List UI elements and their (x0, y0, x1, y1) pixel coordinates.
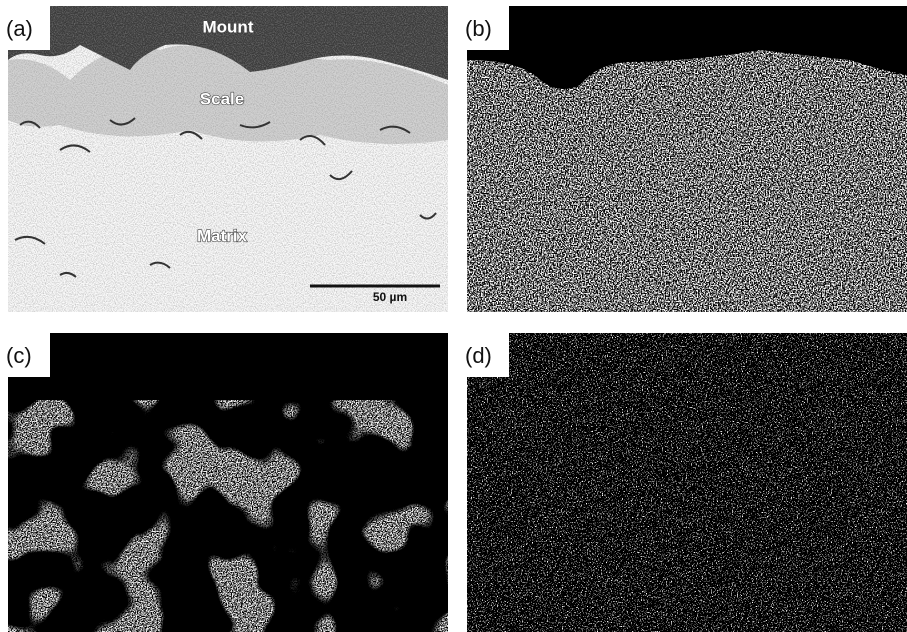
panel-d (467, 333, 907, 632)
panel-c (8, 333, 448, 632)
panel-label: (b) (465, 16, 492, 41)
scale-bar-label: 50 µm (373, 290, 407, 304)
annotation: Mount (203, 17, 254, 36)
annotation: Matrix (197, 226, 248, 245)
panel-label: (a) (6, 16, 33, 41)
figure: 50 µm Mount Scale Matrix (a) (b) (c) (d) (0, 0, 907, 632)
page: {"panels": [ {"label": "(a)", "annotatio… (0, 0, 907, 632)
annotation: Scale (200, 89, 244, 108)
panel-a: 50 µm Mount Scale Matrix (8, 6, 448, 312)
panel-b (467, 6, 907, 312)
panel-label: (d) (465, 343, 492, 368)
panel-label: (c) (6, 343, 32, 368)
